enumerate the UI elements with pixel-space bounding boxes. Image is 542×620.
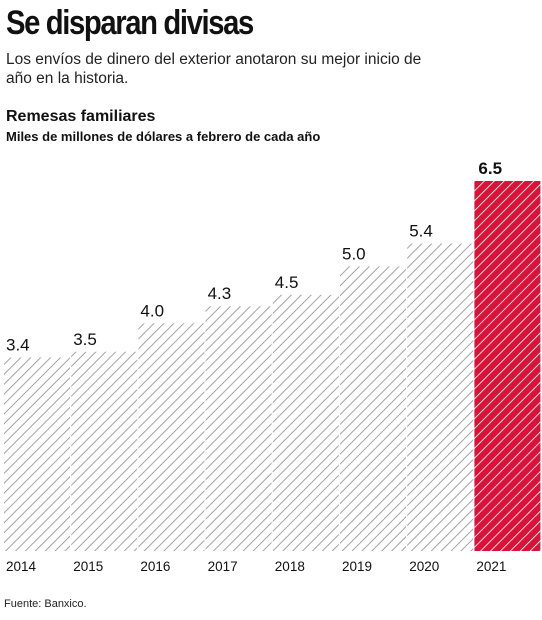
x-tick-2020: 2020 [409,559,439,574]
bar-2018 [272,294,339,551]
value-label-2016: 4.0 [140,301,164,320]
chart-title: Se disparan divisas [6,4,254,42]
x-tick-2014: 2014 [6,559,37,574]
value-label-2019: 5.0 [342,244,366,263]
units-label: Miles de millones de dólares a febrero d… [6,129,321,144]
bar-2016 [138,323,205,551]
bar-2019 [340,266,406,551]
x-tick-2017: 2017 [208,559,238,574]
value-label-2021: 6.5 [478,159,502,178]
value-label-2017: 4.3 [208,284,232,303]
bars-layer [4,181,541,551]
x-tick-2021: 2021 [476,559,506,574]
bar-2017 [205,306,272,551]
value-label-2020: 5.4 [409,222,433,241]
series-heading: Remesas familiares [6,108,156,125]
x-tick-2016: 2016 [140,559,170,574]
value-label-2018: 4.5 [275,273,299,292]
source-note: Fuente: Banxico. [4,598,87,610]
x-tick-2019: 2019 [342,559,372,574]
value-label-2014: 3.4 [6,335,30,354]
chart-subtitle: Los envíos de dinero del exterior anotar… [6,51,422,87]
value-labels-layer: 3.4 3.5 4.0 4.3 4.5 5.0 5.4 6.5 [6,159,502,354]
x-tick-labels-layer: 2014 2015 2016 2017 2018 2019 2020 2021 [6,559,506,574]
value-label-2015: 3.5 [73,330,97,349]
bar-2021 [474,181,541,551]
x-tick-2015: 2015 [73,559,103,574]
x-tick-2018: 2018 [275,559,305,574]
bar-2015 [71,351,138,551]
bar-chart: 3.4 3.54.04.34.55.05.46.5 2014 2015 2016 201… [4,159,541,574]
bar-2014 [4,357,70,551]
bar-2020 [407,243,474,551]
